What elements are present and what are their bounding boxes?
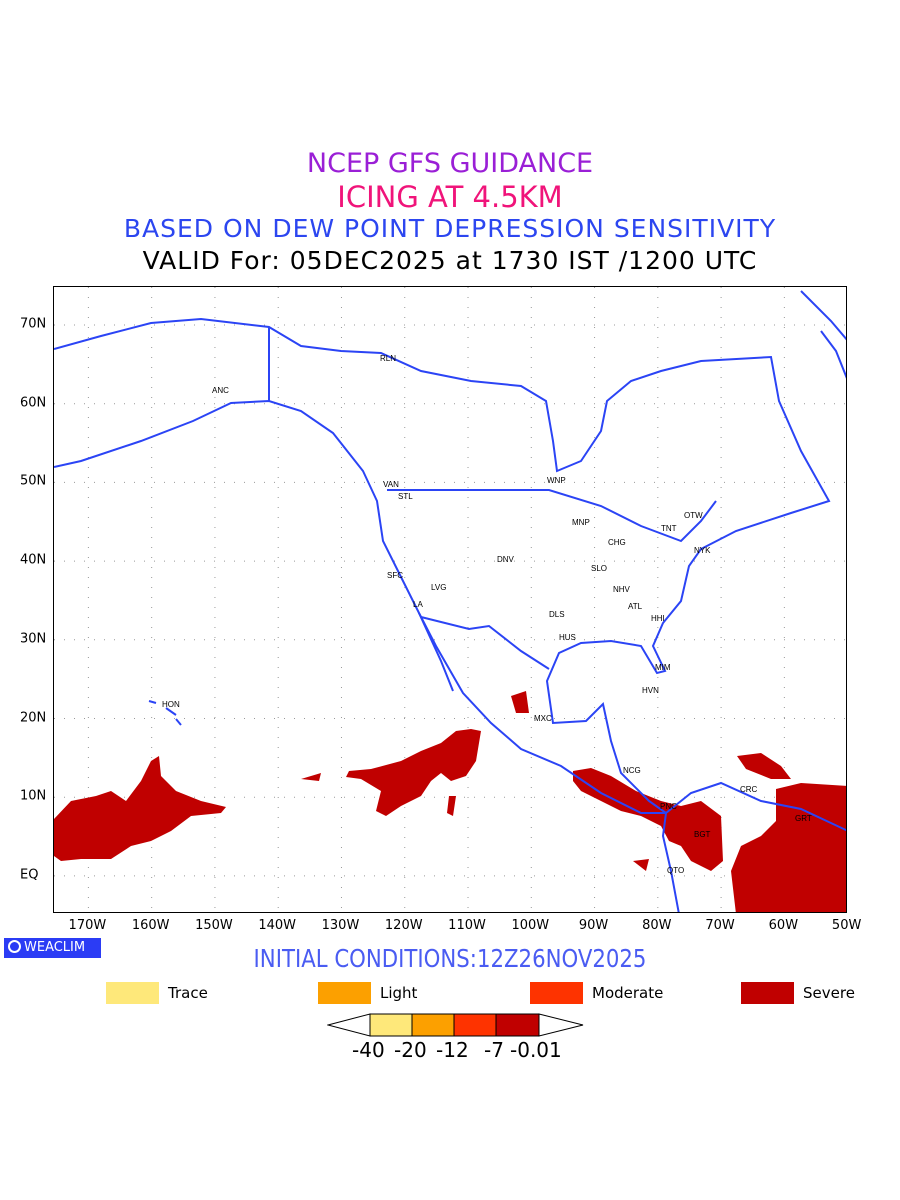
colorbar-label: -0.01 (510, 1038, 562, 1062)
city-label: HON (162, 700, 180, 709)
title-line-3: BASED ON DEW POINT DEPRESSION SENSITIVIT… (123, 214, 777, 243)
y-tick-label: 10N (20, 788, 47, 804)
city-label: LA (413, 600, 423, 609)
valid-time: VALID For: 05DEC2025 at 1730 IST /1200 U… (142, 246, 758, 275)
colorbar-trace (369, 1013, 413, 1037)
map-canvas (54, 287, 846, 912)
coastlines-and-borders (54, 290, 846, 912)
x-tick-label: 160W (131, 918, 170, 933)
x-tick-label: 50W (831, 918, 862, 933)
us-canada-border (387, 489, 717, 543)
city-label: VAN (383, 480, 399, 489)
x-tick-label: 140W (258, 918, 297, 933)
city-label: HHI (651, 614, 665, 623)
legend-label: Light (380, 984, 418, 1002)
north-america-coastline (54, 317, 846, 832)
x-tick-label: 130W (321, 918, 360, 933)
y-tick-label: 20N (20, 710, 47, 725)
city-label: NYK (694, 546, 711, 555)
greenland-coast (800, 290, 846, 379)
city-label: SFC (387, 571, 403, 580)
y-tick-label: 40N (20, 552, 47, 568)
y-tick-label: 70N (20, 316, 47, 332)
hawaii-islands (148, 700, 182, 726)
legend-label: Moderate (592, 984, 664, 1002)
legend-swatch (318, 982, 371, 1004)
city-label: RLN (380, 354, 397, 363)
initial-conditions: INITIAL CONDITIONS:12Z26NOV2025 (253, 944, 647, 973)
city-label: DNV (497, 555, 514, 564)
colorbar-severe (495, 1013, 540, 1037)
colorbar-label: -7 (484, 1038, 504, 1062)
logo-text: WEACLIM (24, 940, 86, 955)
x-tick-label: 90W (578, 918, 609, 933)
colorbar-moderate (453, 1013, 497, 1037)
city-label: LVG (431, 583, 447, 592)
colorbar-left-arrow (327, 1013, 371, 1037)
weaclim-logo: WEACLIM (4, 938, 101, 958)
city-label: OTW (684, 511, 703, 520)
legend-swatch (741, 982, 794, 1004)
y-tick-label: 30N (20, 631, 47, 647)
map-panel (53, 286, 847, 913)
city-label: STL (398, 492, 413, 501)
colorbar (327, 1013, 584, 1037)
colorbar-label: -12 (436, 1038, 469, 1062)
colorbar-light (411, 1013, 455, 1037)
south-america-west-coast (661, 812, 680, 912)
x-tick-label: 120W (384, 918, 423, 933)
city-label: MIM (655, 663, 671, 672)
title-line-2: ICING AT 4.5KM (337, 180, 563, 214)
city-label: CHG (608, 538, 626, 547)
legend-swatch (530, 982, 583, 1004)
x-tick-label: 80W (642, 918, 672, 933)
y-tick-label: 50N (20, 473, 47, 489)
city-label: CRC (740, 785, 758, 794)
x-tick-label: 70W (705, 918, 735, 933)
city-label: SLO (591, 564, 608, 573)
x-tick-label: 110W (448, 918, 486, 933)
x-tick-label: 150W (195, 918, 233, 933)
baja-california (418, 612, 454, 692)
city-label: TNT (661, 524, 677, 533)
city-label: MXC (534, 714, 552, 723)
city-label: ANC (212, 386, 229, 395)
y-tick-label: 60N (20, 395, 47, 411)
copyright-icon (8, 940, 21, 953)
city-label: ATL (628, 602, 643, 611)
legend-label: Trace (168, 984, 208, 1002)
city-label: QTO (667, 866, 685, 875)
icing-area-pacific-west (54, 756, 226, 861)
city-label: HUS (559, 633, 576, 642)
x-tick-label: 60W (768, 918, 799, 933)
colorbar-right-arrow (538, 1013, 584, 1037)
city-label: NCG (623, 766, 641, 775)
y-tick-label: EQ (20, 867, 39, 883)
city-label: GRT (795, 814, 812, 823)
icing-area-central-south-america (573, 753, 846, 912)
city-label: MNP (572, 518, 590, 527)
icing-area-pacific-east (301, 691, 529, 816)
city-label: DLS (549, 610, 565, 619)
city-label: WNP (547, 476, 566, 485)
legend-label: Severe (803, 984, 855, 1002)
x-tick-label: 100W (511, 918, 550, 933)
central-america-pacific-coast (54, 399, 666, 814)
city-label: HVN (642, 686, 659, 695)
city-label: NHV (613, 585, 630, 594)
colorbar-label: -20 (394, 1038, 427, 1062)
x-tick-label: 170W (68, 918, 107, 933)
colorbar-label: -40 (352, 1038, 385, 1062)
city-label: PNC (660, 802, 677, 811)
legend-swatch (106, 982, 159, 1004)
icing-areas (54, 691, 846, 912)
title-line-1: NCEP GFS GUIDANCE (306, 148, 594, 179)
city-label: BGT (694, 830, 711, 839)
us-mexico-border (420, 616, 550, 670)
